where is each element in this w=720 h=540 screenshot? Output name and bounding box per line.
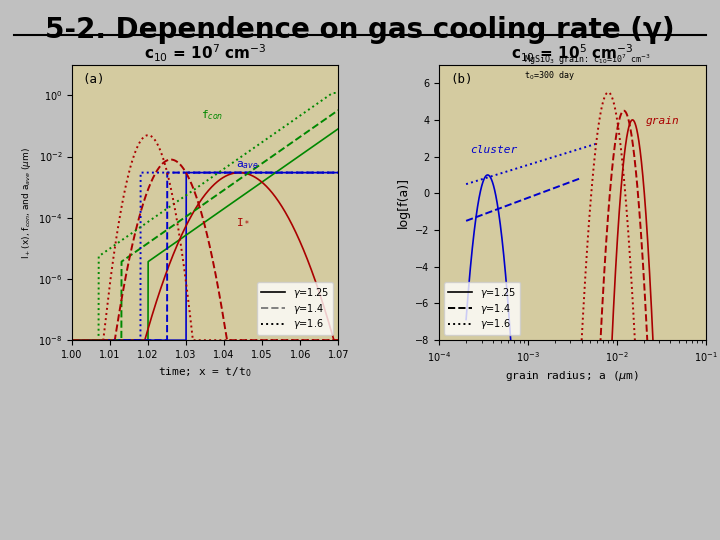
Legend: $\gamma$=1.25, $\gamma$=1.4, $\gamma$=1.6: $\gamma$=1.25, $\gamma$=1.4, $\gamma$=1.… [444, 282, 521, 335]
Title: c$_{10}$ = 10$^7$ cm$^{-3}$: c$_{10}$ = 10$^7$ cm$^{-3}$ [144, 43, 266, 64]
Text: I$_*$: I$_*$ [235, 217, 249, 227]
Text: MgSiO$_3$ grain: c$_{10}$=10$^7$ cm$^{-3}$
t$_0$=300 day: MgSiO$_3$ grain: c$_{10}$=10$^7$ cm$^{-3… [524, 52, 651, 82]
Text: f$_{con}$: f$_{con}$ [202, 108, 223, 122]
Text: grain: grain [645, 116, 679, 126]
Legend: $\gamma$=1.25, $\gamma$=1.4, $\gamma$=1.6: $\gamma$=1.25, $\gamma$=1.4, $\gamma$=1.… [257, 282, 333, 335]
Text: 5-2. Dependence on gas cooling rate (γ): 5-2. Dependence on gas cooling rate (γ) [45, 16, 675, 44]
Text: (b): (b) [450, 73, 472, 86]
Y-axis label: I$_+$(x), f$_{con}$, and a$_{ave}$ ($\mu$m): I$_+$(x), f$_{con}$, and a$_{ave}$ ($\mu… [19, 146, 32, 259]
Text: cluster: cluster [469, 145, 517, 155]
Title: c$_{10}$ = 10$^5$ cm$^{-3}$: c$_{10}$ = 10$^5$ cm$^{-3}$ [511, 43, 634, 64]
Text: a$_{ave}$: a$_{ave}$ [235, 159, 258, 171]
X-axis label: grain radius; a ($\mu$m): grain radius; a ($\mu$m) [505, 369, 639, 383]
X-axis label: time; x = t/t$_0$: time; x = t/t$_0$ [158, 366, 252, 379]
Text: (a): (a) [83, 73, 105, 86]
Y-axis label: log[f(a)]: log[f(a)] [397, 177, 410, 228]
